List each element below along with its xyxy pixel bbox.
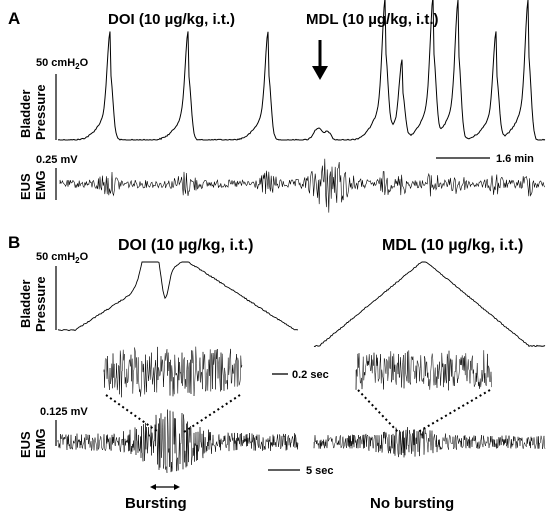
panel-b-inset-time-scale: 0.2 sec [292,369,329,381]
caption-no-bursting: No bursting [370,495,454,512]
panel-b-doi-emg-inset-trace [103,346,243,398]
panel-a-ylabel-bladder: Bladder [18,90,33,138]
panel-b-time-scale: 5 sec [306,465,334,477]
panel-b-mdl-eus-emg-trace [313,427,546,458]
panel-a-ylabel-eus: EUS [18,173,33,200]
panel-b-emg-scale: 0.125 mV [40,406,88,418]
panel-b-ylabel-eus: EUS [18,431,33,458]
panel-b-label: B [8,233,20,252]
panel-a-condition-doi: DOI (10 µg/kg, i.t.) [108,11,235,28]
panel-b-condition-doi: DOI (10 µg/kg, i.t.) [118,237,253,254]
panel-b-zoom-lines [105,389,491,433]
panel-b-doi-bladder-pressure-trace [57,261,299,332]
caption-bursting: Bursting [125,495,187,512]
panel-b-doi-eus-emg-trace [57,409,299,473]
panel-a-emg-scale: 0.25 mV [36,154,78,166]
panel-b-ylabel-pressure: Pressure [33,276,48,332]
panel-b-ylabel-bladder: Bladder [18,280,33,328]
panel-a-eus-emg-trace [59,158,546,213]
panel-b-mdl-bladder-pressure-trace [313,261,546,348]
mdl-injection-arrow-icon [312,40,328,80]
panel-b-pressure-scale: 50 cmH2O [36,251,89,265]
panel-a-time-scale: 1.6 min [496,153,534,165]
panel-b-condition-mdl: MDL (10 µg/kg, i.t.) [382,237,523,254]
panel-b-mdl-emg-inset-trace [355,350,492,391]
panel-a-pressure-scale: 50 cmH2O [36,57,89,71]
panel-a-label: A [8,9,20,28]
bursting-duration-double-arrow-icon [150,484,180,490]
panel-b-ylabel-emg: EMG [33,428,48,458]
panel-a-ylabel-pressure: Pressure [33,84,48,140]
panel-a-bladder-pressure-trace [57,0,546,141]
panel-a-ylabel-emg: EMG [33,170,48,200]
panel-a-condition-mdl: MDL (10 µg/kg, i.t.) [306,11,439,28]
